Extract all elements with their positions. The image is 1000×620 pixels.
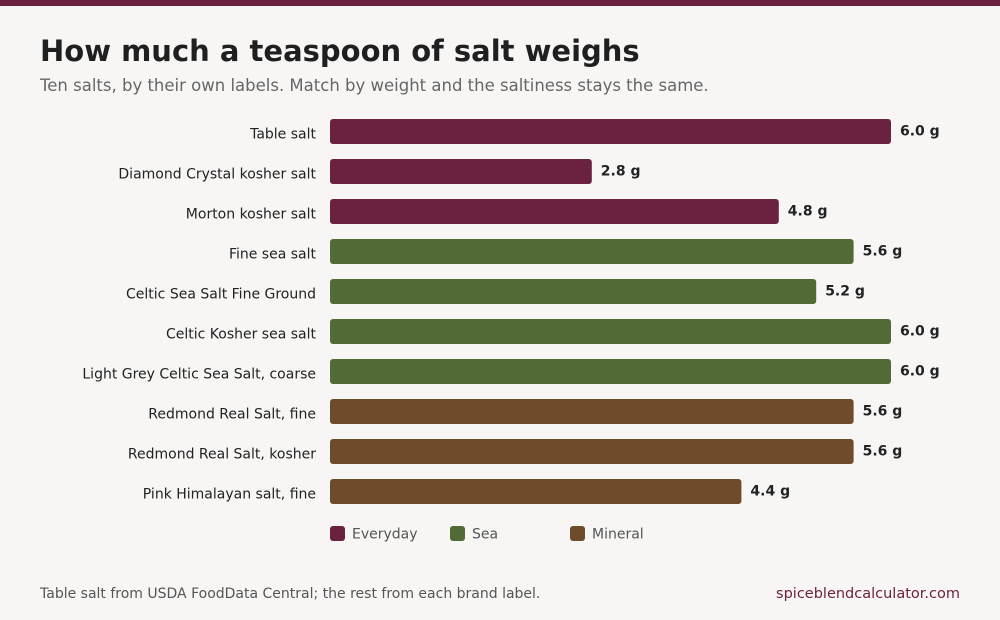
chart-subtitle: Ten salts, by their own labels. Match by… [40,76,709,95]
category-label: Celtic Sea Salt Fine Ground [126,287,316,303]
category-label: Diamond Crystal kosher salt [118,167,316,183]
category-label: Morton kosher salt [186,207,317,223]
value-label: 4.8 g [788,204,828,220]
category-label: Redmond Real Salt, kosher [128,447,316,463]
legend-label: Everyday [352,527,418,543]
top-accent-bar [0,0,1000,6]
bar [330,319,891,344]
bar [330,159,592,184]
category-label: Pink Himalayan salt, fine [143,487,316,503]
legend-swatch [450,526,465,541]
bar [330,439,854,464]
bar [330,119,891,144]
category-label: Table salt [249,127,316,143]
source-note: Table salt from USDA FoodData Central; t… [40,586,541,602]
legend-swatch [570,526,585,541]
legend-label: Mineral [592,527,644,543]
category-label: Fine sea salt [229,247,317,263]
bar [330,479,742,504]
value-label: 5.2 g [825,284,865,300]
value-label: 5.6 g [863,404,903,420]
value-label: 6.0 g [900,324,940,340]
value-label: 5.6 g [863,444,903,460]
legend-label: Sea [472,527,498,543]
legend-swatch [330,526,345,541]
value-label: 6.0 g [900,364,940,380]
value-label: 6.0 g [900,124,940,140]
bar [330,279,817,304]
category-label: Redmond Real Salt, fine [148,407,316,423]
value-label: 2.8 g [601,164,641,180]
site-link[interactable]: spiceblendcalculator.com [776,586,960,602]
bar [330,359,891,384]
category-label: Celtic Kosher sea salt [166,327,317,343]
bar [330,399,854,424]
category-label: Light Grey Celtic Sea Salt, coarse [82,367,316,383]
chart-title: How much a teaspoon of salt weighs [40,34,640,68]
value-label: 5.6 g [863,244,903,260]
bar [330,199,779,224]
value-label: 4.4 g [750,484,790,500]
bar [330,239,854,264]
